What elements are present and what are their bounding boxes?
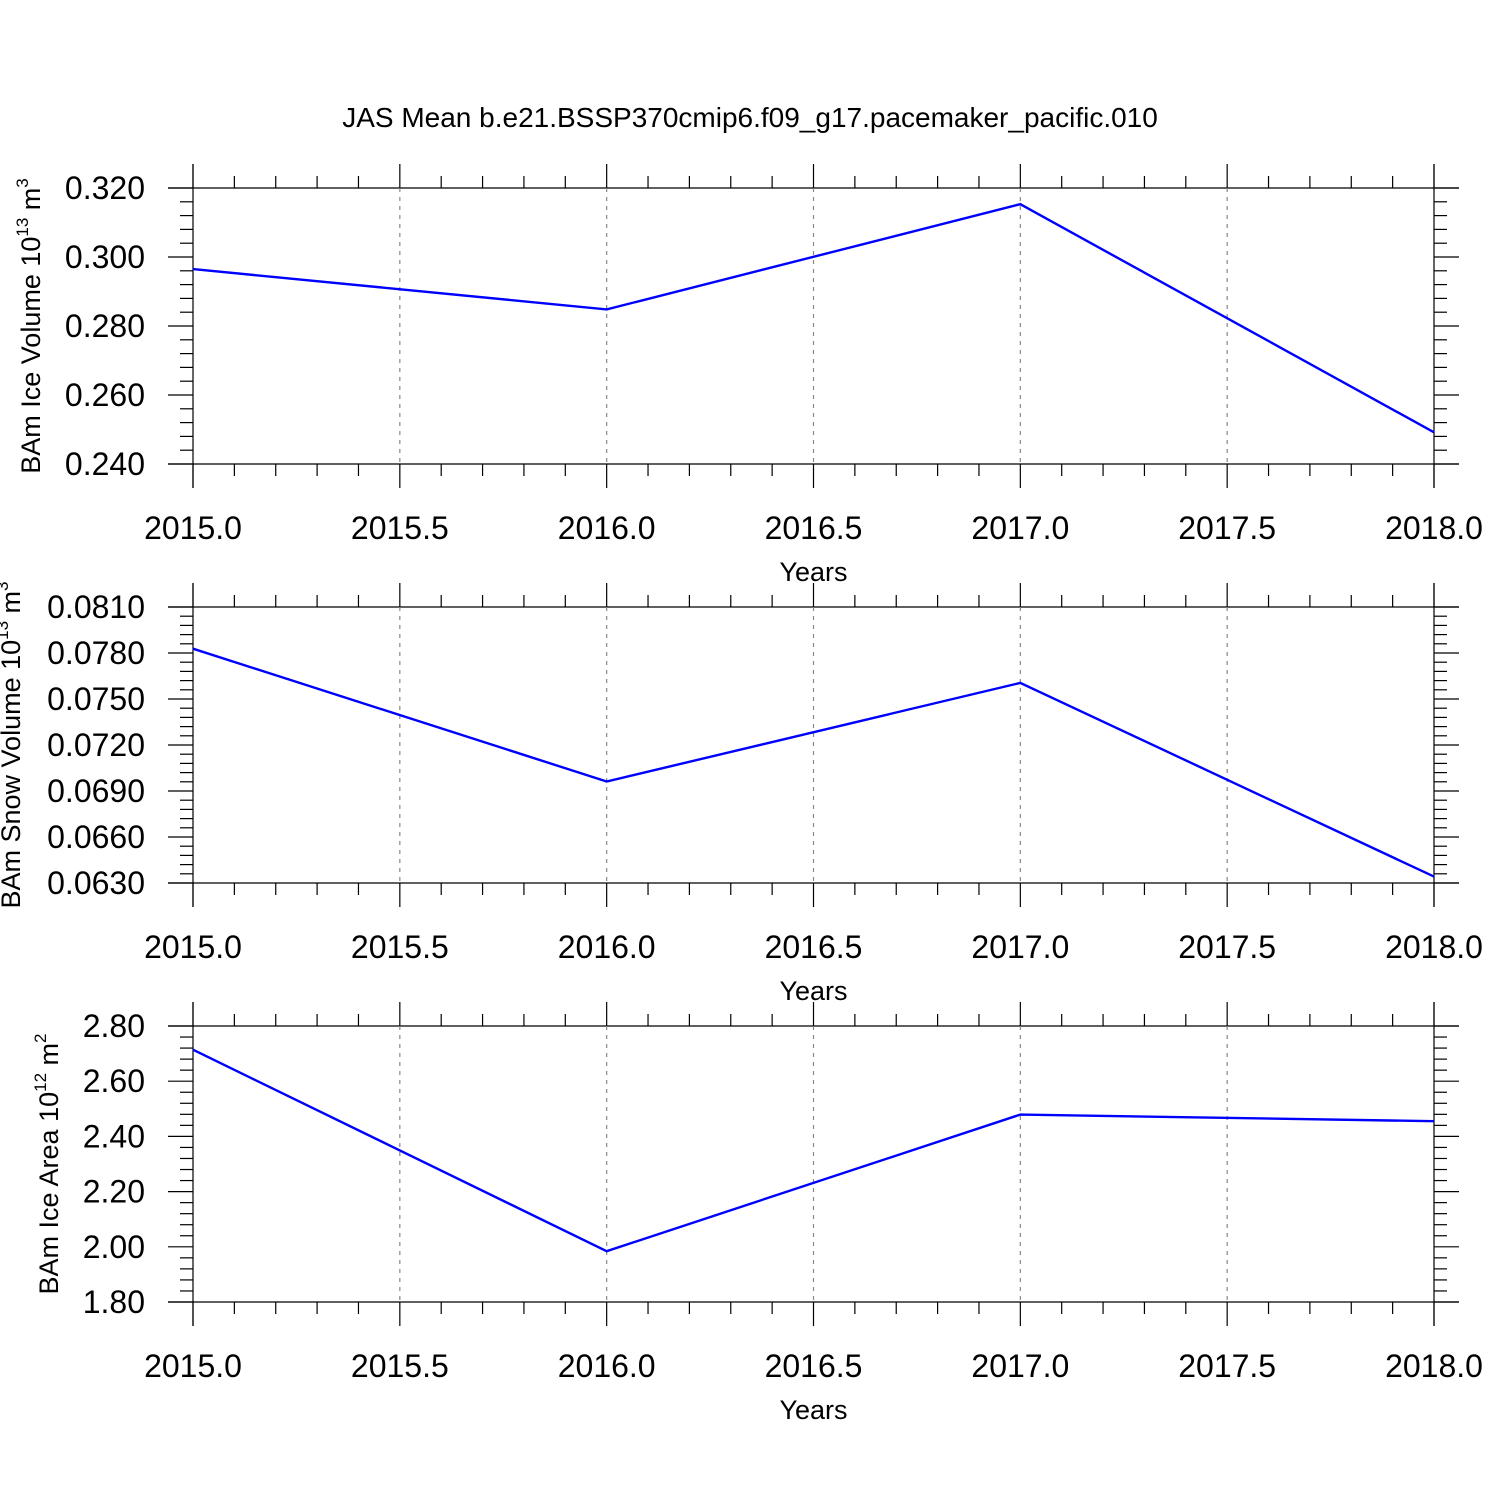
x-tick-label: 2016.0 bbox=[558, 1348, 656, 1384]
x-tick-label: 2015.5 bbox=[351, 510, 449, 546]
x-axis-label: Years bbox=[779, 557, 847, 587]
x-tick-label: 2016.0 bbox=[558, 510, 656, 546]
x-tick-label: 2017.5 bbox=[1178, 1348, 1276, 1384]
y-tick-label: 0.0750 bbox=[47, 681, 145, 717]
y-tick-label: 0.300 bbox=[65, 239, 145, 275]
x-tick-label: 2015.0 bbox=[144, 1348, 242, 1384]
y-tick-label: 0.320 bbox=[65, 170, 145, 206]
y-tick-label: 0.240 bbox=[65, 446, 145, 482]
y-tick-label: 2.20 bbox=[83, 1174, 145, 1210]
x-tick-label: 2016.5 bbox=[765, 510, 863, 546]
x-tick-label: 2015.0 bbox=[144, 929, 242, 965]
x-axis-label: Years bbox=[779, 1395, 847, 1425]
x-tick-label: 2015.5 bbox=[351, 1348, 449, 1384]
x-tick-label: 2017.0 bbox=[971, 510, 1069, 546]
panel-2: 2015.0 2015.5 2016.0 2016.5 2017.0 2017.5 2018… bbox=[0, 581, 1483, 1006]
x-axis-label: Years bbox=[779, 976, 847, 1006]
y-tick-label: 2.00 bbox=[83, 1229, 145, 1265]
x-tick-label: 2018.0 bbox=[1385, 510, 1483, 546]
x-tick-label: 2017.0 bbox=[971, 1348, 1069, 1384]
x-tick-label: 2017.0 bbox=[971, 929, 1069, 965]
chart-title: JAS Mean b.e21.BSSP370cmip6.f09_g17.pace… bbox=[342, 102, 1158, 133]
x-tick-label: 2016.5 bbox=[765, 929, 863, 965]
x-tick-label: 2015.0 bbox=[144, 510, 242, 546]
y-tick-label: 0.280 bbox=[65, 308, 145, 344]
panel-1: 2015.0 2015.5 2016.0 2016.5 2017.0 2017.5 2018… bbox=[13, 164, 1483, 587]
y-tick-label: 0.0810 bbox=[47, 589, 145, 625]
y-tick-label: 0.0630 bbox=[47, 865, 145, 901]
y-tick-label: 2.80 bbox=[83, 1008, 145, 1044]
x-tick-label: 2018.0 bbox=[1385, 929, 1483, 965]
series-line bbox=[193, 1050, 1434, 1252]
y-tick-label: 0.0780 bbox=[47, 635, 145, 671]
y-tick-label: 2.60 bbox=[83, 1063, 145, 1099]
y-axis-label: BAm Snow Volume 1013 m3 bbox=[0, 581, 26, 908]
x-tick-label: 2016.5 bbox=[765, 1348, 863, 1384]
y-axis-label: BAm Ice Volume 1013 m3 bbox=[13, 178, 46, 474]
y-tick-label: 0.0690 bbox=[47, 773, 145, 809]
x-tick-label: 2017.5 bbox=[1178, 929, 1276, 965]
y-tick-label: 2.40 bbox=[83, 1118, 145, 1154]
y-tick-label: 1.80 bbox=[83, 1284, 145, 1320]
y-tick-label: 0.0660 bbox=[47, 819, 145, 855]
y-tick-label: 0.260 bbox=[65, 377, 145, 413]
x-tick-label: 2015.5 bbox=[351, 929, 449, 965]
y-axis-label: BAm Ice Area 1012 m2 bbox=[31, 1034, 64, 1295]
x-tick-label: 2017.5 bbox=[1178, 510, 1276, 546]
y-tick-label: 0.0720 bbox=[47, 727, 145, 763]
panel-3: 2015.0 2015.5 2016.0 2016.5 2017.0 2017.5 2018… bbox=[31, 1002, 1483, 1425]
x-tick-label: 2016.0 bbox=[558, 929, 656, 965]
x-tick-label: 2018.0 bbox=[1385, 1348, 1483, 1384]
